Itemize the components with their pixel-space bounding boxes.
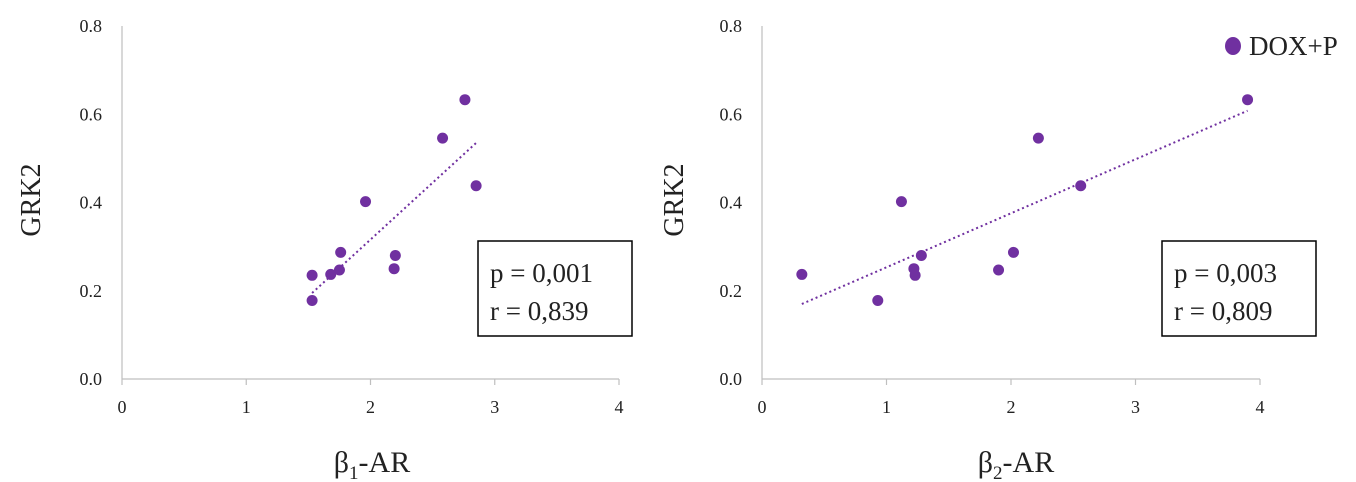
- trendline: [801, 109, 1248, 305]
- chart-panel-beta2: 0 1 2 3 40.00.20.40.60.8 GRK2 β2-AR p = 0,00…: [659, 16, 1317, 482]
- p-value-label: p = 0,003: [1174, 258, 1277, 288]
- data-point: [1007, 246, 1019, 258]
- data-point: [872, 294, 884, 306]
- data-point: [360, 196, 372, 208]
- legend: DOX+P: [1225, 31, 1338, 61]
- x-tick-label: 2: [366, 397, 375, 417]
- data-point: [993, 264, 1005, 276]
- data-point: [470, 180, 482, 192]
- y-axis-label: GRK2: [659, 163, 690, 236]
- x-axis-label: β2-AR: [978, 446, 1054, 482]
- y-tick-label: 0.0: [720, 369, 743, 389]
- y-tick-label: 0.2: [720, 281, 743, 301]
- x-tick-label: 2: [1007, 397, 1016, 417]
- data-point: [306, 294, 318, 306]
- legend-marker: [1225, 37, 1241, 55]
- y-tick-label: 0.4: [720, 193, 743, 213]
- y-tick-label: 0.8: [80, 16, 103, 36]
- x-axis-label-rest: -AR: [359, 446, 411, 479]
- x-tick-label: 4: [1256, 397, 1265, 417]
- data-point: [796, 268, 808, 280]
- data-point: [1032, 132, 1044, 144]
- x-tick-label: 3: [490, 397, 499, 417]
- y-tick-label: 0.6: [720, 104, 743, 124]
- x-tick-label: 1: [882, 397, 891, 417]
- x-tick-label: 4: [615, 397, 624, 417]
- data-point: [459, 94, 471, 106]
- x-tick-label: 3: [1131, 397, 1140, 417]
- x-axis-label-main: β: [978, 446, 993, 479]
- r-value-label: r = 0,839: [490, 296, 588, 326]
- data-point: [915, 249, 927, 261]
- data-point: [306, 269, 318, 281]
- data-point: [388, 263, 400, 275]
- trendline: [311, 142, 477, 294]
- x-axis-label: β1-AR: [334, 446, 410, 482]
- data-point: [895, 196, 907, 208]
- y-tick-label: 0.4: [80, 193, 103, 213]
- y-axis-label: GRK2: [16, 163, 47, 236]
- axes: 0 1 2 3 4 0.0 0.2 0.4 0.6 0.8: [80, 16, 624, 417]
- data-point: [325, 268, 337, 280]
- y-tick-label: 0.8: [720, 16, 743, 36]
- x-tick-label: 1: [242, 397, 251, 417]
- x-axis-label-rest: -AR: [1003, 446, 1055, 479]
- axes: 0 1 2 3 4 0.0 0.2 0.4 0.6 0.8: [720, 16, 1265, 417]
- legend-label: DOX+P: [1249, 31, 1338, 61]
- x-axis-label-main: β: [334, 446, 349, 479]
- data-point: [333, 264, 345, 276]
- y-tick-label: 0.2: [80, 281, 103, 301]
- stats-box: p = 0,003 r = 0,809: [1161, 240, 1317, 337]
- x-tick-label: 0: [758, 397, 767, 417]
- y-tick-label: 0.0: [80, 369, 103, 389]
- p-value-label: p = 0,001: [490, 258, 593, 288]
- chart-panel-beta1: 0 1 2 3 40.00.20.40.60.8 GRK2 β1-AR p = 0,00…: [16, 16, 633, 482]
- y-tick-label: 0.6: [80, 104, 103, 124]
- r-value-label: r = 0,809: [1174, 296, 1272, 326]
- x-axis-label-subscript: 1: [349, 463, 359, 482]
- data-point: [1242, 94, 1254, 106]
- data-point: [437, 132, 449, 144]
- stats-box: p = 0,001 r = 0,839: [477, 240, 633, 337]
- data-point: [909, 269, 921, 281]
- x-tick-label: 0: [118, 397, 127, 417]
- x-axis-label-subscript: 2: [993, 463, 1003, 482]
- data-point: [1075, 180, 1087, 192]
- data-point: [335, 246, 347, 258]
- data-point: [389, 249, 401, 261]
